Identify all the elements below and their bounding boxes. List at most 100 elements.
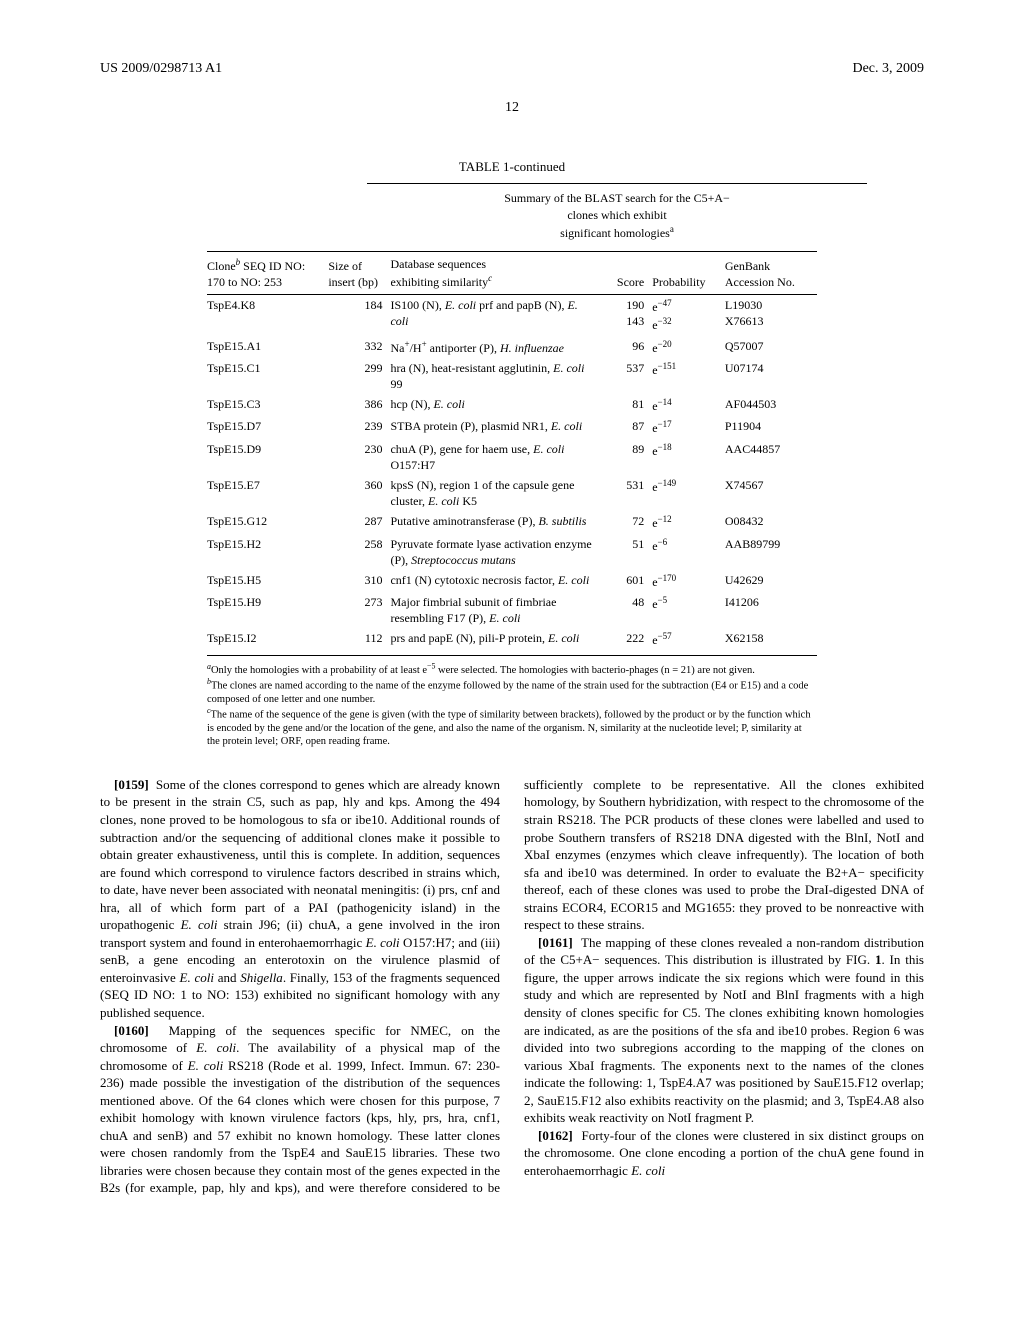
- cell-db: cnf1 (N) cytotoxic necrosis factor, E. c…: [390, 570, 604, 592]
- cell-size: 310: [328, 570, 390, 592]
- para-0162-num: [0162]: [538, 1128, 573, 1143]
- cell-acc: U07174: [725, 358, 817, 394]
- cell-prob: e−47e−32: [652, 295, 725, 336]
- table-row: TspE15.E7360kpsS (N), region 1 of the ca…: [207, 475, 817, 511]
- cell-prob: e−57: [652, 628, 725, 655]
- table-row: TspE15.D9230chuA (P), gene for haem use,…: [207, 439, 817, 475]
- cell-clone: TspE15.G12: [207, 511, 328, 533]
- cell-clone: TspE15.E7: [207, 475, 328, 511]
- cell-clone: TspE15.H2: [207, 534, 328, 570]
- cell-db: Putative aminotransferase (P), B. subtil…: [390, 511, 604, 533]
- cell-size: 112: [328, 628, 390, 655]
- cell-prob: e−14: [652, 394, 725, 416]
- cell-score: 601: [605, 570, 653, 592]
- para-0160-num: [0160]: [114, 1023, 149, 1038]
- cell-prob: e−5: [652, 592, 725, 628]
- cell-size: 239: [328, 416, 390, 438]
- table-title: TABLE 1-continued: [100, 158, 924, 176]
- cell-acc: L19030X76613: [725, 295, 817, 336]
- table-row: TspE15.H2258Pyruvate formate lyase activ…: [207, 534, 817, 570]
- cell-prob: e−20: [652, 336, 725, 358]
- cell-clone: TspE15.I2: [207, 628, 328, 655]
- para-0159-num: [0159]: [114, 777, 149, 792]
- cell-size: 230: [328, 439, 390, 475]
- cell-prob: e−12: [652, 511, 725, 533]
- cell-db: hra (N), heat-resistant agglutinin, E. c…: [390, 358, 604, 394]
- table-row: TspE15.C1299hra (N), heat-resistant aggl…: [207, 358, 817, 394]
- cell-clone: TspE15.A1: [207, 336, 328, 358]
- cell-score: 48: [605, 592, 653, 628]
- table-row: TspE15.H9273Major fimbrial subunit of fi…: [207, 592, 817, 628]
- cell-clone: TspE15.D9: [207, 439, 328, 475]
- cell-prob: e−6: [652, 534, 725, 570]
- cell-score: 190143: [605, 295, 653, 336]
- cell-prob: e−17: [652, 416, 725, 438]
- cell-db: STBA protein (P), plasmid NR1, E. coli: [390, 416, 604, 438]
- th-score: Score: [605, 251, 653, 294]
- cell-clone: TspE15.C3: [207, 394, 328, 416]
- cell-db: prs and papE (N), pili-P protein, E. col…: [390, 628, 604, 655]
- cell-prob: e−149: [652, 475, 725, 511]
- cell-acc: AF044503: [725, 394, 817, 416]
- table-caption: Summary of the BLAST search for the C5+A…: [367, 183, 867, 241]
- cell-db: chuA (P), gene for haem use, E. coli O15…: [390, 439, 604, 475]
- caption-sup: a: [670, 224, 674, 234]
- cell-size: 273: [328, 592, 390, 628]
- cell-acc: U42629: [725, 570, 817, 592]
- cell-acc: AAB89799: [725, 534, 817, 570]
- cell-clone: TspE15.D7: [207, 416, 328, 438]
- cell-db: Pyruvate formate lyase activation enzyme…: [390, 534, 604, 570]
- cell-acc: I41206: [725, 592, 817, 628]
- cell-size: 332: [328, 336, 390, 358]
- caption-line2: significant homologies: [560, 226, 670, 240]
- cell-score: 72: [605, 511, 653, 533]
- para-0162: Forty-four of the clones were clustered …: [524, 1128, 924, 1178]
- footnote-c: The name of the sequence of the gene is …: [207, 710, 811, 747]
- cell-acc: X62158: [725, 628, 817, 655]
- cell-db: kpsS (N), region 1 of the capsule gene c…: [390, 475, 604, 511]
- cell-size: 299: [328, 358, 390, 394]
- th-acc: GenBank Accession No.: [725, 251, 817, 294]
- table-row: TspE15.D7239STBA protein (P), plasmid NR…: [207, 416, 817, 438]
- cell-size: 258: [328, 534, 390, 570]
- table-row: TspE15.G12287Putative aminotransferase (…: [207, 511, 817, 533]
- cell-score: 537: [605, 358, 653, 394]
- para-0161-num: [0161]: [538, 935, 573, 950]
- cell-size: 287: [328, 511, 390, 533]
- th-clone: Cloneb SEQ ID NO: 170 to NO: 253: [207, 251, 328, 294]
- cell-db: IS100 (N), E. coli prf and papB (N), E. …: [390, 295, 604, 336]
- cell-clone: TspE15.C1: [207, 358, 328, 394]
- cell-clone: TspE15.H9: [207, 592, 328, 628]
- cell-size: 360: [328, 475, 390, 511]
- cell-prob: e−18: [652, 439, 725, 475]
- cell-score: 222: [605, 628, 653, 655]
- cell-prob: e−151: [652, 358, 725, 394]
- table-row: TspE15.A1332Na+/H+ antiporter (P), H. in…: [207, 336, 817, 358]
- caption-line1: Summary of the BLAST search for the C5+A…: [504, 191, 730, 221]
- table-row: TspE15.I2112prs and papE (N), pili-P pro…: [207, 628, 817, 655]
- cell-score: 96: [605, 336, 653, 358]
- homology-table: Cloneb SEQ ID NO: 170 to NO: 253 Size of…: [207, 251, 817, 656]
- cell-score: 81: [605, 394, 653, 416]
- th-db: Database sequences exhibiting similarity…: [390, 251, 604, 294]
- page-number: 12: [100, 99, 924, 118]
- th-size: Size of insert (bp): [328, 251, 390, 294]
- page-header: US 2009/0298713 A1 Dec. 3, 2009: [100, 60, 924, 79]
- cell-db: Major fimbrial subunit of fimbriae resem…: [390, 592, 604, 628]
- cell-size: 184: [328, 295, 390, 336]
- cell-acc: Q57007: [725, 336, 817, 358]
- th-prob: Probability: [652, 251, 725, 294]
- cell-score: 51: [605, 534, 653, 570]
- footnote-b: The clones are named according to the na…: [207, 681, 808, 705]
- cell-clone: TspE15.H5: [207, 570, 328, 592]
- cell-db: Na+/H+ antiporter (P), H. influenzae: [390, 336, 604, 358]
- doc-date: Dec. 3, 2009: [852, 60, 924, 79]
- para-0159: Some of the clones correspond to genes w…: [100, 777, 500, 1020]
- cell-db: hcp (N), E. coli: [390, 394, 604, 416]
- cell-prob: e−170: [652, 570, 725, 592]
- table-row: TspE15.H5310cnf1 (N) cytotoxic necrosis …: [207, 570, 817, 592]
- cell-acc: P11904: [725, 416, 817, 438]
- cell-acc: O08432: [725, 511, 817, 533]
- footnote-a: Only the homologies with a probability o…: [211, 665, 755, 676]
- cell-score: 89: [605, 439, 653, 475]
